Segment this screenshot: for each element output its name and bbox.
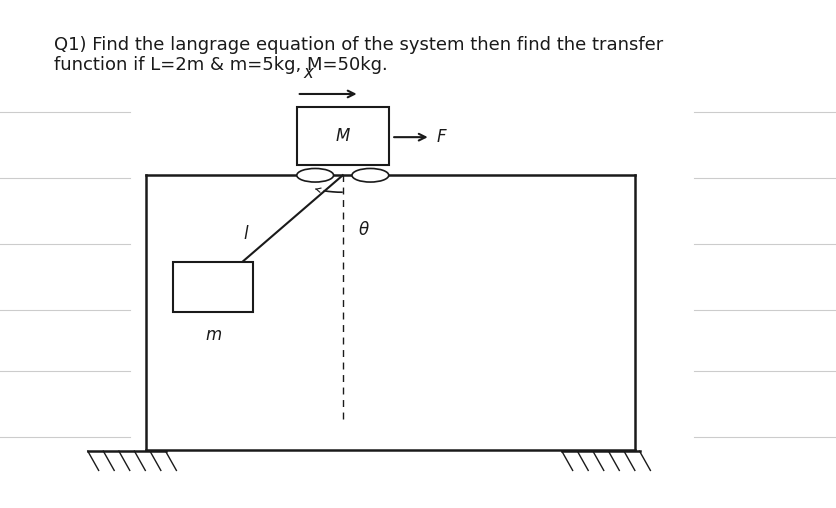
Text: Q1) Find the langrage equation of the system then find the transfer
function if : Q1) Find the langrage equation of the sy… [54, 36, 664, 74]
Bar [297, 107, 389, 165]
Text: $M$: $M$ [334, 128, 351, 145]
Text: $l$: $l$ [243, 225, 250, 243]
Text: $m$: $m$ [205, 327, 222, 344]
Ellipse shape [352, 169, 389, 182]
Text: $x$: $x$ [303, 66, 315, 82]
Text: $\theta$: $\theta$ [358, 221, 370, 239]
Text: $F$: $F$ [436, 129, 448, 146]
Bar [174, 262, 252, 312]
Ellipse shape [297, 169, 334, 182]
